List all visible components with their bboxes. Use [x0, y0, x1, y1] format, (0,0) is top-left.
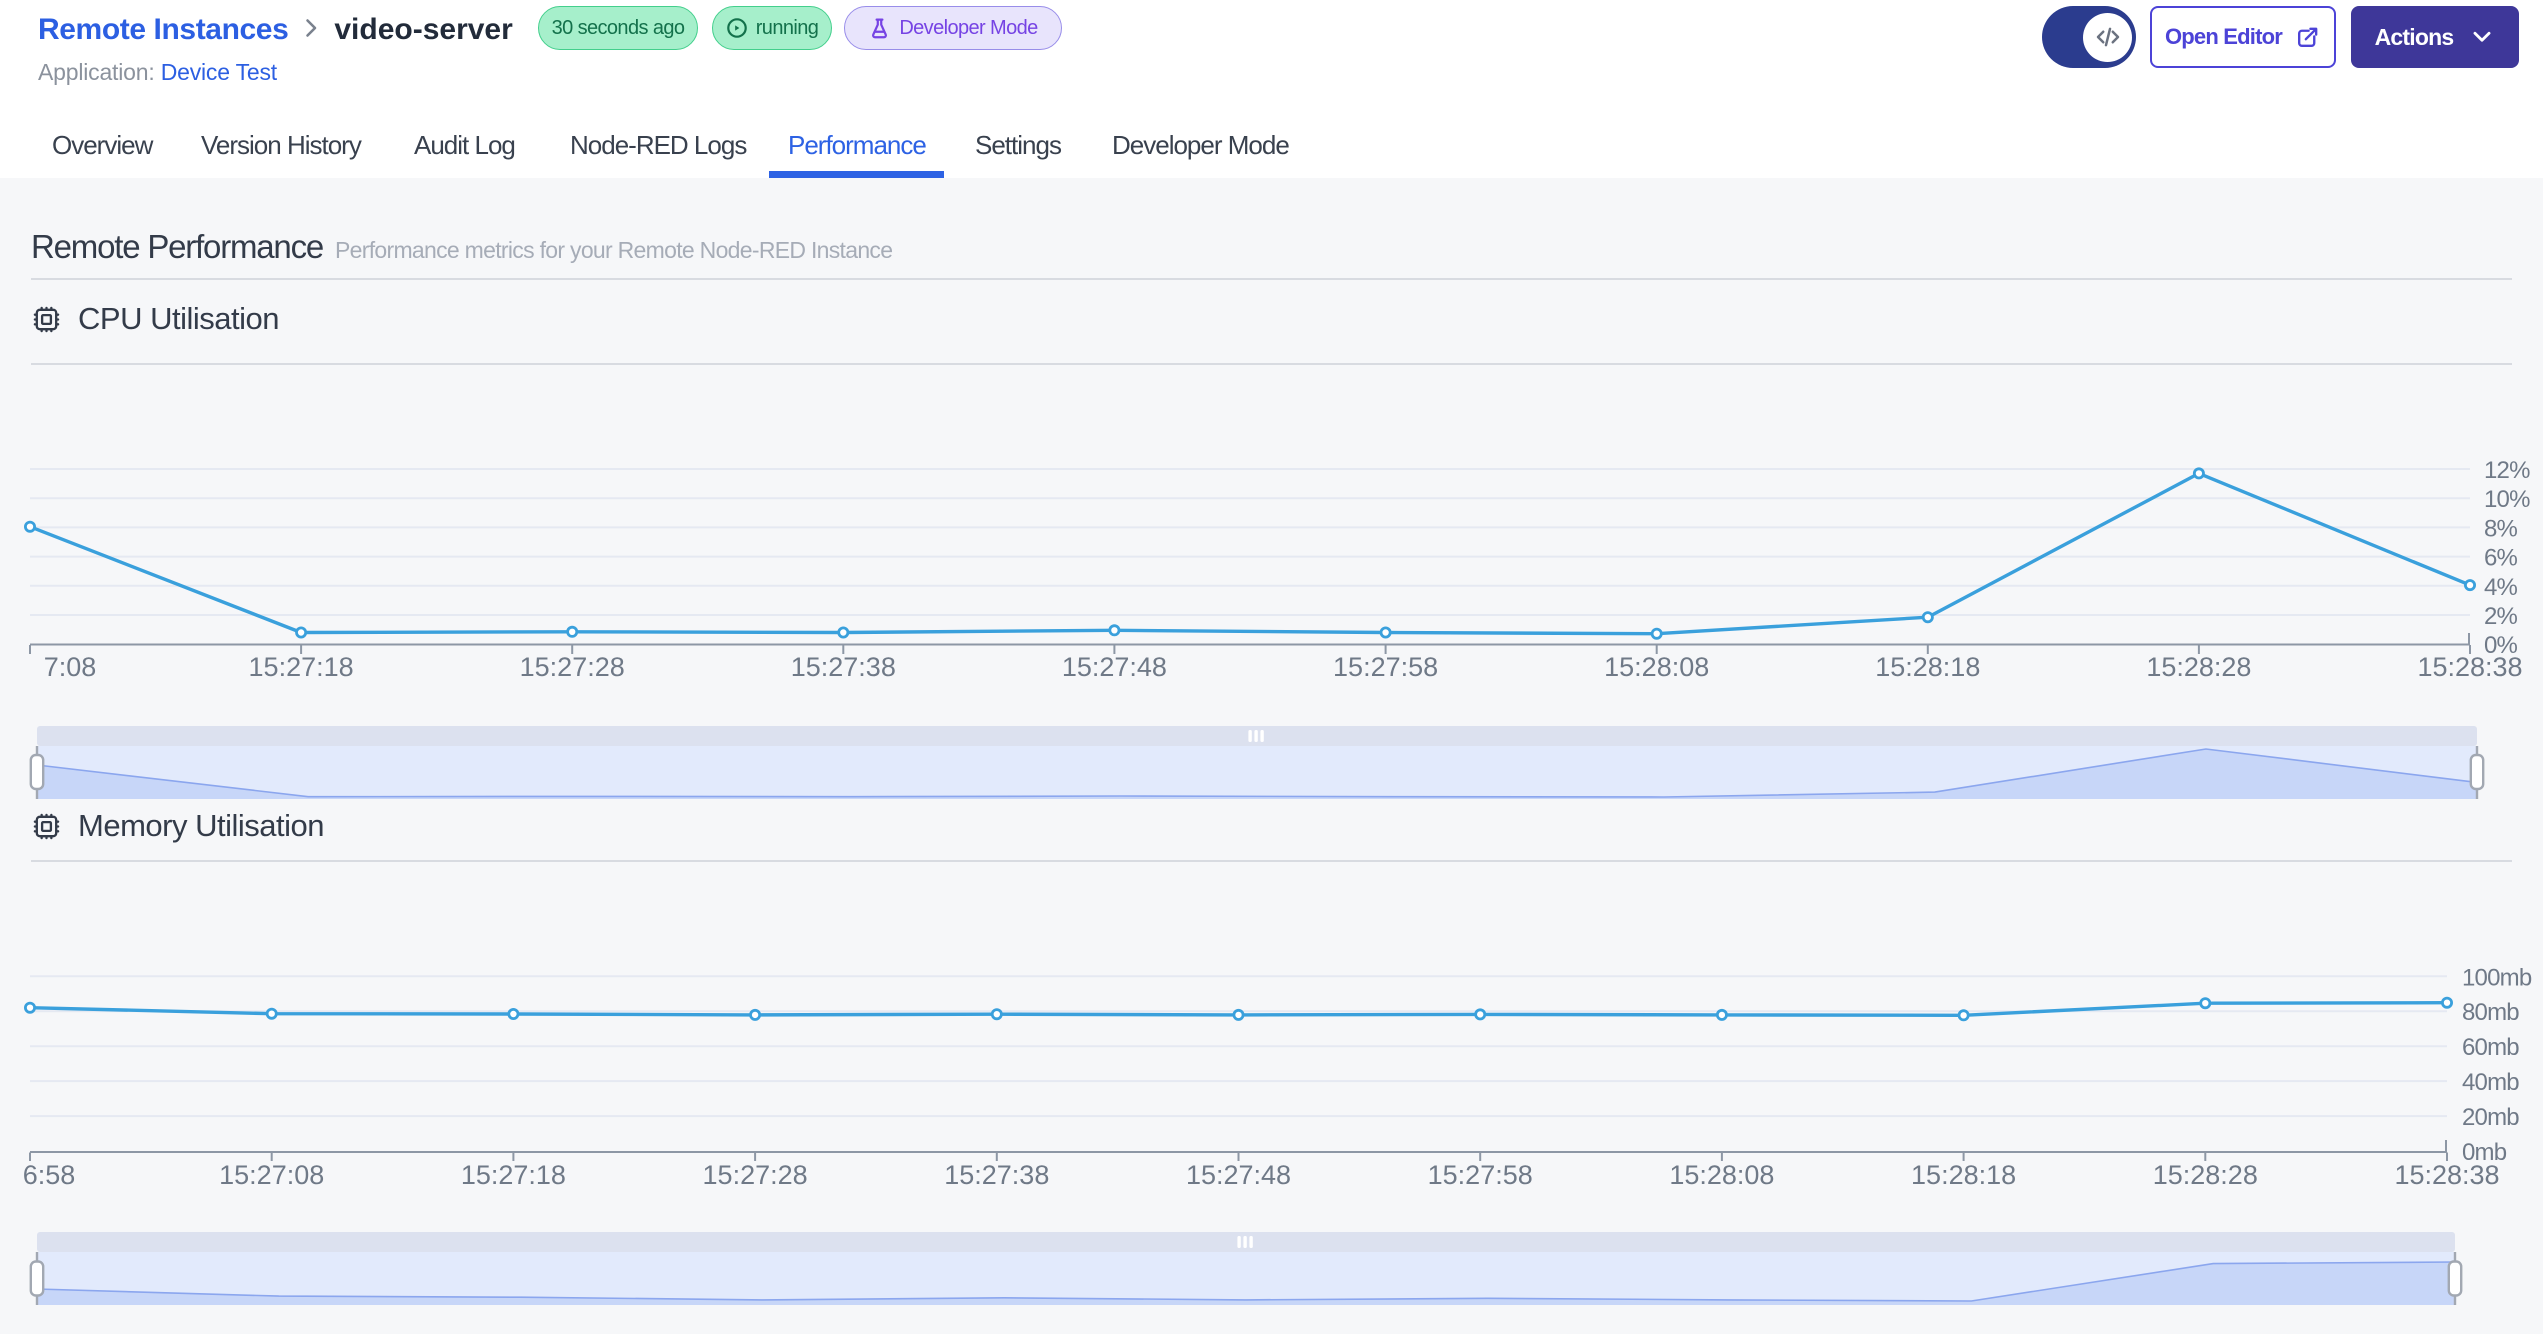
svg-text:15:27:58: 15:27:58 [1428, 1160, 1533, 1190]
svg-text:4%: 4% [2484, 574, 2518, 601]
svg-text:15:28:18: 15:28:18 [1911, 1160, 2016, 1190]
svg-text:15:27:08: 15:27:08 [219, 1160, 324, 1190]
svg-text:15:28:08: 15:28:08 [1669, 1160, 1774, 1190]
svg-text:10%: 10% [2484, 486, 2530, 513]
svg-text:20mb: 20mb [2462, 1104, 2519, 1131]
svg-text:15:27:18: 15:27:18 [461, 1160, 566, 1190]
svg-text:6%: 6% [2484, 545, 2518, 572]
svg-text:100mb: 100mb [2462, 964, 2532, 991]
svg-text:0mb: 0mb [2462, 1139, 2507, 1166]
svg-text:80mb: 80mb [2462, 999, 2519, 1026]
svg-text:15:27:48: 15:27:48 [1062, 652, 1167, 682]
svg-text:2%: 2% [2484, 603, 2518, 630]
svg-text:7:08: 7:08 [44, 652, 97, 682]
svg-text:8%: 8% [2484, 515, 2518, 542]
svg-text:15:28:08: 15:28:08 [1604, 652, 1709, 682]
svg-text:15:28:38: 15:28:38 [2417, 652, 2522, 682]
svg-text:12%: 12% [2484, 457, 2530, 484]
svg-text:0%: 0% [2484, 632, 2518, 659]
svg-text:15:27:38: 15:27:38 [791, 652, 896, 682]
svg-text:15:28:38: 15:28:38 [2394, 1160, 2499, 1190]
svg-text:15:27:38: 15:27:38 [944, 1160, 1049, 1190]
svg-text:15:28:28: 15:28:28 [2146, 652, 2251, 682]
svg-text:60mb: 60mb [2462, 1034, 2519, 1061]
svg-text:6:58: 6:58 [23, 1160, 76, 1190]
svg-text:15:27:48: 15:27:48 [1186, 1160, 1291, 1190]
svg-text:40mb: 40mb [2462, 1069, 2519, 1096]
svg-text:15:27:58: 15:27:58 [1333, 652, 1438, 682]
svg-text:15:28:28: 15:28:28 [2153, 1160, 2258, 1190]
svg-text:15:27:18: 15:27:18 [249, 652, 354, 682]
svg-text:15:28:18: 15:28:18 [1875, 652, 1980, 682]
svg-text:15:27:28: 15:27:28 [520, 652, 625, 682]
svg-text:15:27:28: 15:27:28 [703, 1160, 808, 1190]
